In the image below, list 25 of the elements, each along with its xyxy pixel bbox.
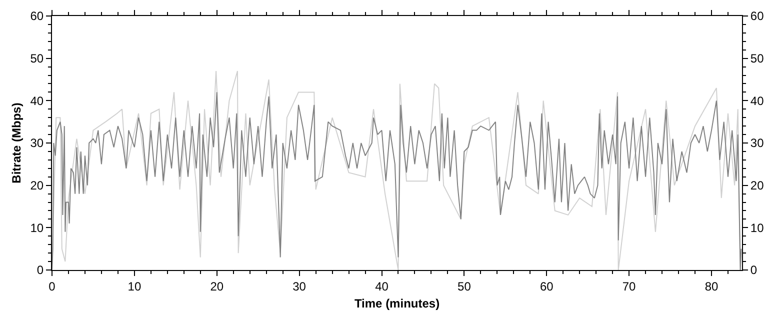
y-tick-label: 20 xyxy=(30,178,44,193)
y2-tick-label: 60 xyxy=(750,9,764,24)
x-tick-label: 20 xyxy=(210,279,224,294)
y2-tick-label: 40 xyxy=(750,94,764,108)
y2-tick-label: 50 xyxy=(750,52,764,66)
y2-tick-label: 30 xyxy=(750,136,764,150)
y2-tick-label: 0 xyxy=(750,263,758,278)
y2-tick-label: 20 xyxy=(750,178,764,193)
y-axis-title: Bitrate (Mbps) xyxy=(10,102,24,184)
x-tick-label: 70 xyxy=(622,279,636,294)
x-tick-label: 40 xyxy=(375,279,389,294)
y2-tick-label: 10 xyxy=(750,220,764,235)
y-tick-label: 60 xyxy=(30,9,44,24)
y-tick-label: 50 xyxy=(30,52,44,66)
x-tick-label: 50 xyxy=(458,279,472,294)
x-tick-label: 80 xyxy=(704,279,718,294)
x-tick-label: 0 xyxy=(48,279,56,294)
x-tick-label: 30 xyxy=(292,279,306,294)
y-tick-label: 0 xyxy=(36,263,44,278)
y-tick-label: 40 xyxy=(30,94,44,108)
x-tick-label: 60 xyxy=(540,279,554,294)
y-tick-label: 30 xyxy=(30,136,44,150)
y-tick-label: 10 xyxy=(30,220,44,235)
x-tick-label: 10 xyxy=(128,279,142,294)
x-axis-title: Time (minutes) xyxy=(354,296,440,310)
